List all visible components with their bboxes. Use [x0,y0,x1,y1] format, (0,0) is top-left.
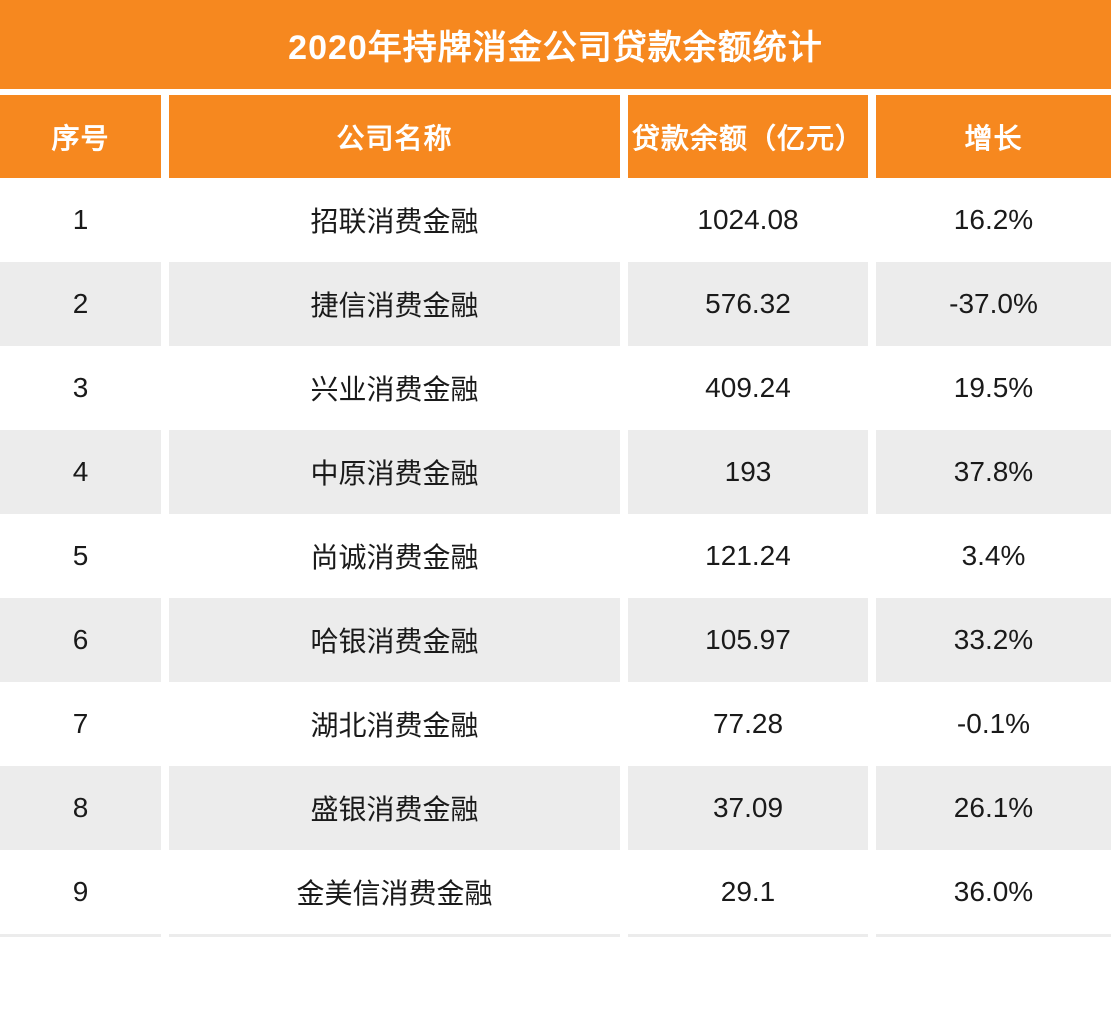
table-bottom-cutoff-row [0,934,1111,937]
cell-balance: 121.24 [628,514,868,598]
cell-company: 尚诚消费金融 [169,514,620,598]
cell-growth: 3.4% [876,514,1111,598]
header-cell-growth: 增长 [876,95,1111,178]
cell-growth: 19.5% [876,346,1111,430]
cell-growth: 36.0% [876,850,1111,934]
table-row: 8 盛银消费金融 37.09 26.1% [0,766,1111,850]
cell-company: 哈银消费金融 [169,598,620,682]
cell-balance: 409.24 [628,346,868,430]
table-row: 5 尚诚消费金融 121.24 3.4% [0,514,1111,598]
cell-rank: 4 [0,430,161,514]
cell-balance: 105.97 [628,598,868,682]
table-row: 6 哈银消费金融 105.97 33.2% [0,598,1111,682]
cell-company: 湖北消费金融 [169,682,620,766]
cell-growth: -37.0% [876,262,1111,346]
loan-balance-table: 序号 公司名称 贷款余额（亿元） 增长 1 招联消费金融 1024.08 16.… [0,95,1111,937]
table-row: 4 中原消费金融 193 37.8% [0,430,1111,514]
cell-company: 中原消费金融 [169,430,620,514]
cell-balance: 193 [628,430,868,514]
cutoff-cell [169,934,620,937]
cell-rank: 3 [0,346,161,430]
cutoff-cell [0,934,161,937]
table-row: 9 金美信消费金融 29.1 36.0% [0,850,1111,934]
page-title: 2020年持牌消金公司贷款余额统计 [288,29,823,67]
cell-company: 招联消费金融 [169,178,620,262]
cell-rank: 9 [0,850,161,934]
cell-balance: 29.1 [628,850,868,934]
cutoff-cell [628,934,868,937]
table-row: 2 捷信消费金融 576.32 -37.0% [0,262,1111,346]
table-row: 3 兴业消费金融 409.24 19.5% [0,346,1111,430]
table-row: 1 招联消费金融 1024.08 16.2% [0,178,1111,262]
table-row: 7 湖北消费金融 77.28 -0.1% [0,682,1111,766]
cell-balance: 37.09 [628,766,868,850]
cell-company: 捷信消费金融 [169,262,620,346]
title-band: 2020年持牌消金公司贷款余额统计 [0,0,1111,89]
cell-rank: 6 [0,598,161,682]
cell-company: 金美信消费金融 [169,850,620,934]
header-cell-balance: 贷款余额（亿元） [628,95,868,178]
cell-rank: 1 [0,178,161,262]
cutoff-cell [876,934,1111,937]
cell-balance: 77.28 [628,682,868,766]
cell-company: 兴业消费金融 [169,346,620,430]
cell-balance: 576.32 [628,262,868,346]
cell-growth: -0.1% [876,682,1111,766]
cell-growth: 33.2% [876,598,1111,682]
cell-company: 盛银消费金融 [169,766,620,850]
cell-rank: 5 [0,514,161,598]
cell-balance: 1024.08 [628,178,868,262]
table-header-row: 序号 公司名称 贷款余额（亿元） 增长 [0,95,1111,178]
cell-growth: 16.2% [876,178,1111,262]
cell-rank: 7 [0,682,161,766]
cell-growth: 37.8% [876,430,1111,514]
cell-growth: 26.1% [876,766,1111,850]
header-cell-rank: 序号 [0,95,161,178]
cell-rank: 8 [0,766,161,850]
header-cell-company: 公司名称 [169,95,620,178]
cell-rank: 2 [0,262,161,346]
